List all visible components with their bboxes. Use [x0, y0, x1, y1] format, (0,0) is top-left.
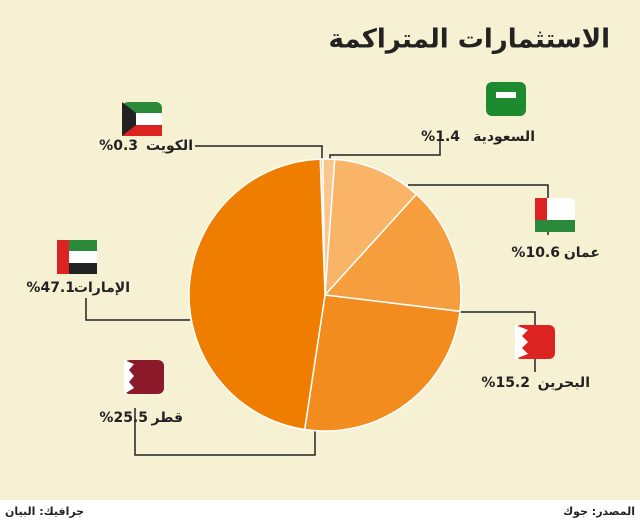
pie-slice: [303, 294, 461, 432]
value-label: %0.3: [99, 138, 138, 154]
slice-label: البحرين: [538, 375, 590, 391]
slice-label: قطر: [150, 410, 183, 426]
pie: [188, 158, 462, 432]
flags: [57, 82, 575, 394]
slice-label: الكويت: [146, 138, 193, 154]
slice-label: السعودية: [473, 129, 535, 145]
pie-slice: [324, 158, 418, 298]
leader-lines: [85, 140, 549, 456]
pie-slice: [323, 193, 462, 313]
slice-label: الإمارات: [74, 280, 130, 296]
credit: جرافيك: البيان: [5, 505, 84, 518]
value-label: %10.6: [511, 245, 560, 261]
value-label: %15.2: [481, 375, 530, 391]
source: المصدر: جوك: [563, 505, 635, 518]
slice-label: عمان: [564, 245, 600, 261]
footer: [0, 500, 640, 524]
value-label: %1.4: [421, 129, 460, 145]
value-label: %25.5: [99, 410, 148, 426]
pie-slice: [188, 158, 326, 431]
chart-title: الاستثمارات المتراكمة: [329, 25, 610, 55]
value-label: %47.1: [26, 280, 75, 296]
